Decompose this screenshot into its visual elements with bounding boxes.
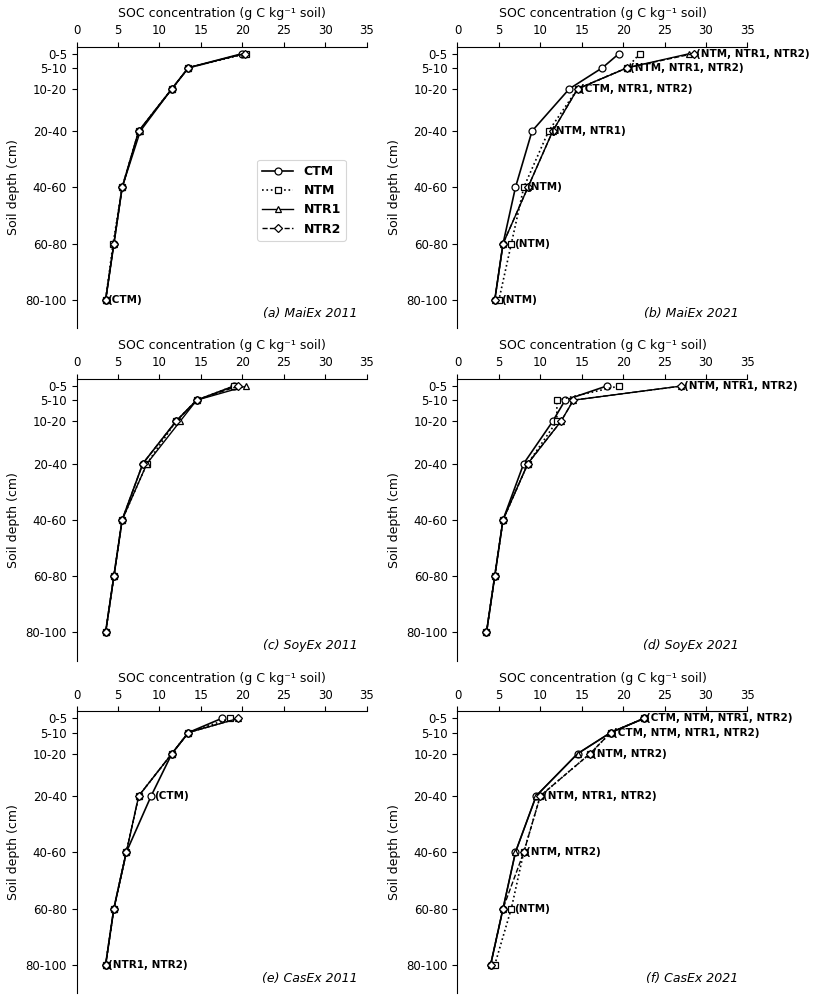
- X-axis label: SOC concentration (g C kg⁻¹ soil): SOC concentration (g C kg⁻¹ soil): [118, 672, 325, 685]
- Text: (NTM, NTR1): (NTM, NTR1): [551, 126, 626, 136]
- Text: (NTM): (NTM): [514, 904, 550, 914]
- Text: (d) SoyEx 2021: (d) SoyEx 2021: [643, 639, 739, 652]
- Y-axis label: Soil depth (cm): Soil depth (cm): [7, 139, 20, 235]
- Text: (NTM, NTR1, NTR2): (NTM, NTR1, NTR2): [542, 791, 656, 801]
- Text: (CTM, NTM, NTR1, NTR2): (CTM, NTM, NTR1, NTR2): [646, 713, 792, 723]
- X-axis label: SOC concentration (g C kg⁻¹ soil): SOC concentration (g C kg⁻¹ soil): [118, 339, 325, 352]
- Y-axis label: Soil depth (cm): Soil depth (cm): [388, 472, 401, 568]
- Text: (CTM): (CTM): [154, 791, 189, 801]
- Text: (NTM, NTR1, NTR2): (NTM, NTR1, NTR2): [630, 63, 743, 73]
- Text: (CTM): (CTM): [107, 295, 142, 305]
- Text: (e) CasEx 2011: (e) CasEx 2011: [262, 972, 358, 985]
- Text: (a) MaiEx 2011: (a) MaiEx 2011: [263, 307, 358, 320]
- Text: (NTM, NTR2): (NTM, NTR2): [592, 749, 667, 759]
- Text: (NTM, NTR1, NTR2): (NTM, NTR1, NTR2): [696, 49, 810, 59]
- Y-axis label: Soil depth (cm): Soil depth (cm): [7, 472, 20, 568]
- X-axis label: SOC concentration (g C kg⁻¹ soil): SOC concentration (g C kg⁻¹ soil): [498, 339, 707, 352]
- X-axis label: SOC concentration (g C kg⁻¹ soil): SOC concentration (g C kg⁻¹ soil): [498, 7, 707, 20]
- Text: (NTM, NTR2): (NTM, NTR2): [526, 847, 601, 857]
- Text: (b) MaiEx 2021: (b) MaiEx 2021: [644, 307, 739, 320]
- X-axis label: SOC concentration (g C kg⁻¹ soil): SOC concentration (g C kg⁻¹ soil): [498, 672, 707, 685]
- Y-axis label: Soil depth (cm): Soil depth (cm): [388, 139, 401, 235]
- Text: (NTM): (NTM): [514, 239, 550, 249]
- Text: (f) CasEx 2021: (f) CasEx 2021: [646, 972, 739, 985]
- Text: (NTM, NTR1, NTR2): (NTM, NTR1, NTR2): [684, 381, 797, 391]
- Y-axis label: Soil depth (cm): Soil depth (cm): [7, 804, 20, 900]
- Text: (c) SoyEx 2011: (c) SoyEx 2011: [263, 639, 358, 652]
- X-axis label: SOC concentration (g C kg⁻¹ soil): SOC concentration (g C kg⁻¹ soil): [118, 7, 325, 20]
- Text: (CTM, NTR1, NTR2): (CTM, NTR1, NTR2): [580, 84, 693, 94]
- Y-axis label: Soil depth (cm): Soil depth (cm): [388, 804, 401, 900]
- Text: (NTM): (NTM): [526, 182, 562, 192]
- Legend: CTM, NTM, NTR1, NTR2: CTM, NTM, NTR1, NTR2: [257, 160, 346, 241]
- Text: (NTR1, NTR2): (NTR1, NTR2): [108, 960, 188, 970]
- Text: (CTM, NTM, NTR1, NTR2): (CTM, NTM, NTR1, NTR2): [614, 728, 760, 738]
- Text: (NTM): (NTM): [502, 295, 538, 305]
